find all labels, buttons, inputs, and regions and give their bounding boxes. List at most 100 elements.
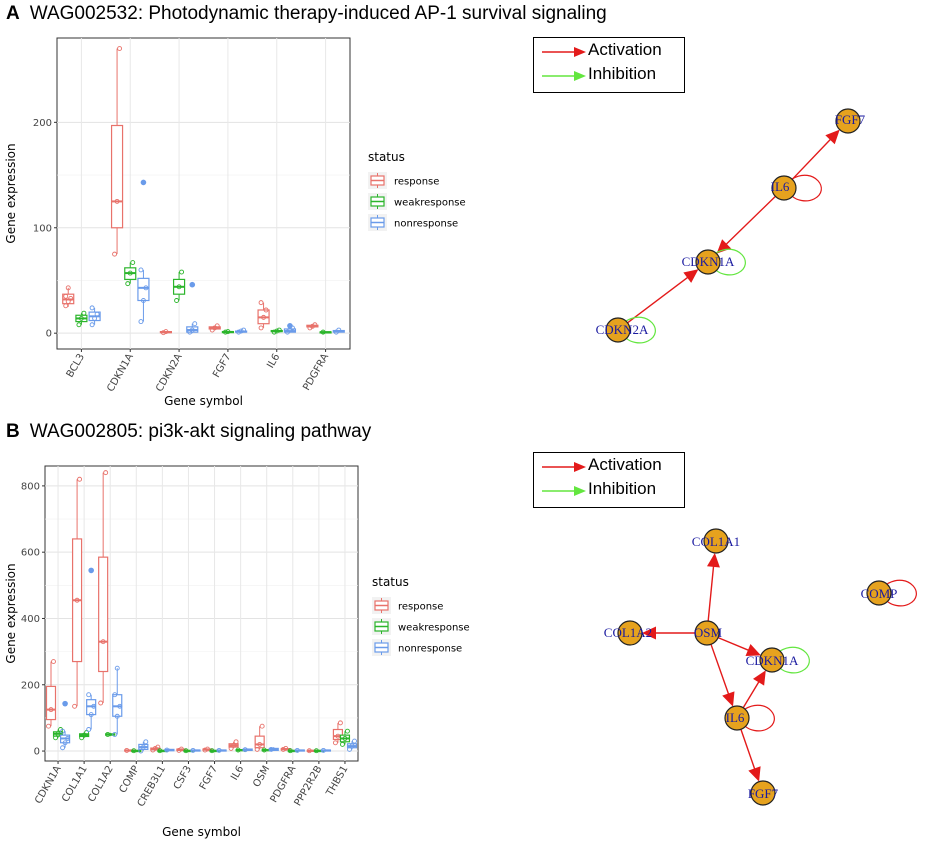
panel-b-title: WAG002805: pi3k-akt signaling pathway	[29, 421, 372, 442]
data-point	[88, 712, 94, 718]
data-point	[114, 665, 120, 671]
box-nonresponse	[268, 746, 279, 752]
data-point	[125, 281, 131, 287]
data-point	[160, 330, 166, 336]
box-nonresponse	[164, 747, 175, 753]
node-label: OSM	[694, 625, 723, 640]
data-point	[312, 322, 318, 328]
data-point	[228, 745, 234, 751]
box-response	[306, 322, 319, 331]
data-point	[86, 727, 92, 732]
node-circle	[835, 108, 861, 134]
data-point	[62, 740, 68, 746]
outlier-point	[62, 700, 68, 707]
data-point	[179, 269, 185, 275]
nodes: FGF7 IL6 CDKN1A CDKN2A	[596, 108, 866, 343]
data-point	[117, 46, 123, 51]
node-label: COMP	[861, 586, 898, 601]
data-point	[222, 329, 228, 335]
data-point	[157, 748, 163, 754]
data-point	[48, 707, 54, 713]
panel-b-heading: B WAG002805: pi3k-akt signaling pathway	[6, 421, 371, 443]
node-label: CDKN1A	[746, 653, 799, 668]
data-point	[225, 329, 231, 335]
edge-arrowhead	[716, 239, 732, 254]
outlier-point	[140, 179, 147, 186]
box-nonresponse	[138, 739, 149, 754]
self-loop-edge	[625, 316, 656, 344]
box-response	[254, 723, 265, 752]
self-loop-edge	[791, 174, 822, 202]
nodes: COL1A1 COMP COL1A2 OSM CDKN1A IL6 FGF7	[604, 528, 898, 806]
node-circle	[617, 620, 643, 646]
data-point	[271, 329, 277, 335]
box-weakresponse	[319, 329, 332, 335]
outlier-point	[88, 567, 94, 574]
legend-label-nonresponse: nonresponse	[398, 644, 462, 655]
box-response	[150, 744, 161, 753]
y-tick-label: 200	[33, 118, 52, 129]
data-point	[76, 322, 82, 328]
data-point	[178, 746, 184, 752]
node-circle	[694, 620, 720, 646]
box-response	[159, 329, 172, 336]
legend-inhibition-a: Inhibition	[534, 62, 684, 86]
data-point	[214, 323, 220, 329]
data-point	[192, 321, 198, 327]
box-nonresponse	[190, 747, 201, 753]
edge-arrowhead	[745, 644, 761, 657]
legend-activation-a: Activation	[534, 38, 684, 62]
box-nonresponse	[346, 738, 358, 752]
self-loop-edge	[715, 248, 746, 276]
edge-activation	[740, 729, 757, 773]
panel-a-title: WAG002532: Photodynamic therapy-induced …	[29, 3, 607, 24]
legend-inhibition-label: Inhibition	[588, 479, 657, 498]
data-point	[103, 470, 109, 476]
edge-arrowhead	[706, 552, 720, 568]
legend-activation-label: Activation	[588, 455, 662, 474]
edge-activation	[707, 562, 715, 622]
edge-arrowhead	[642, 626, 656, 640]
data-point	[138, 319, 144, 325]
data-point	[261, 314, 267, 320]
box-nonresponse	[332, 327, 345, 335]
data-point	[236, 329, 242, 335]
data-point	[143, 739, 149, 745]
data-point	[60, 745, 66, 751]
box-weakresponse	[79, 730, 90, 741]
inhibition-arrow-icon	[542, 486, 586, 496]
data-point	[231, 742, 237, 748]
data-point	[306, 748, 312, 754]
y-tick-label: 0	[46, 329, 52, 340]
node-label: IL6	[726, 710, 745, 725]
box-nonresponse	[294, 747, 305, 753]
data-point	[74, 597, 80, 603]
data-point	[294, 747, 300, 753]
activation-arrow-icon	[542, 47, 586, 57]
box-nonresponse	[283, 323, 297, 335]
data-point	[138, 748, 144, 754]
self-loop-edge	[779, 646, 810, 674]
data-point	[261, 747, 267, 753]
data-point	[313, 748, 319, 754]
box-weakresponse	[124, 260, 137, 287]
x-axis-title: Gene symbol	[162, 825, 241, 839]
node-circle	[724, 705, 750, 731]
data-point	[127, 270, 133, 276]
data-point	[183, 748, 189, 754]
node-circle	[750, 780, 776, 806]
edge-activation	[791, 136, 834, 180]
box-iqr	[254, 735, 265, 749]
data-point	[89, 322, 95, 328]
data-point	[152, 745, 158, 751]
data-point	[189, 327, 195, 333]
box-response	[110, 46, 124, 257]
data-point	[332, 740, 338, 746]
edge-arrowhead	[753, 670, 766, 686]
box-nonresponse	[88, 305, 101, 328]
data-point	[140, 298, 146, 303]
box-weakresponse	[105, 732, 116, 737]
